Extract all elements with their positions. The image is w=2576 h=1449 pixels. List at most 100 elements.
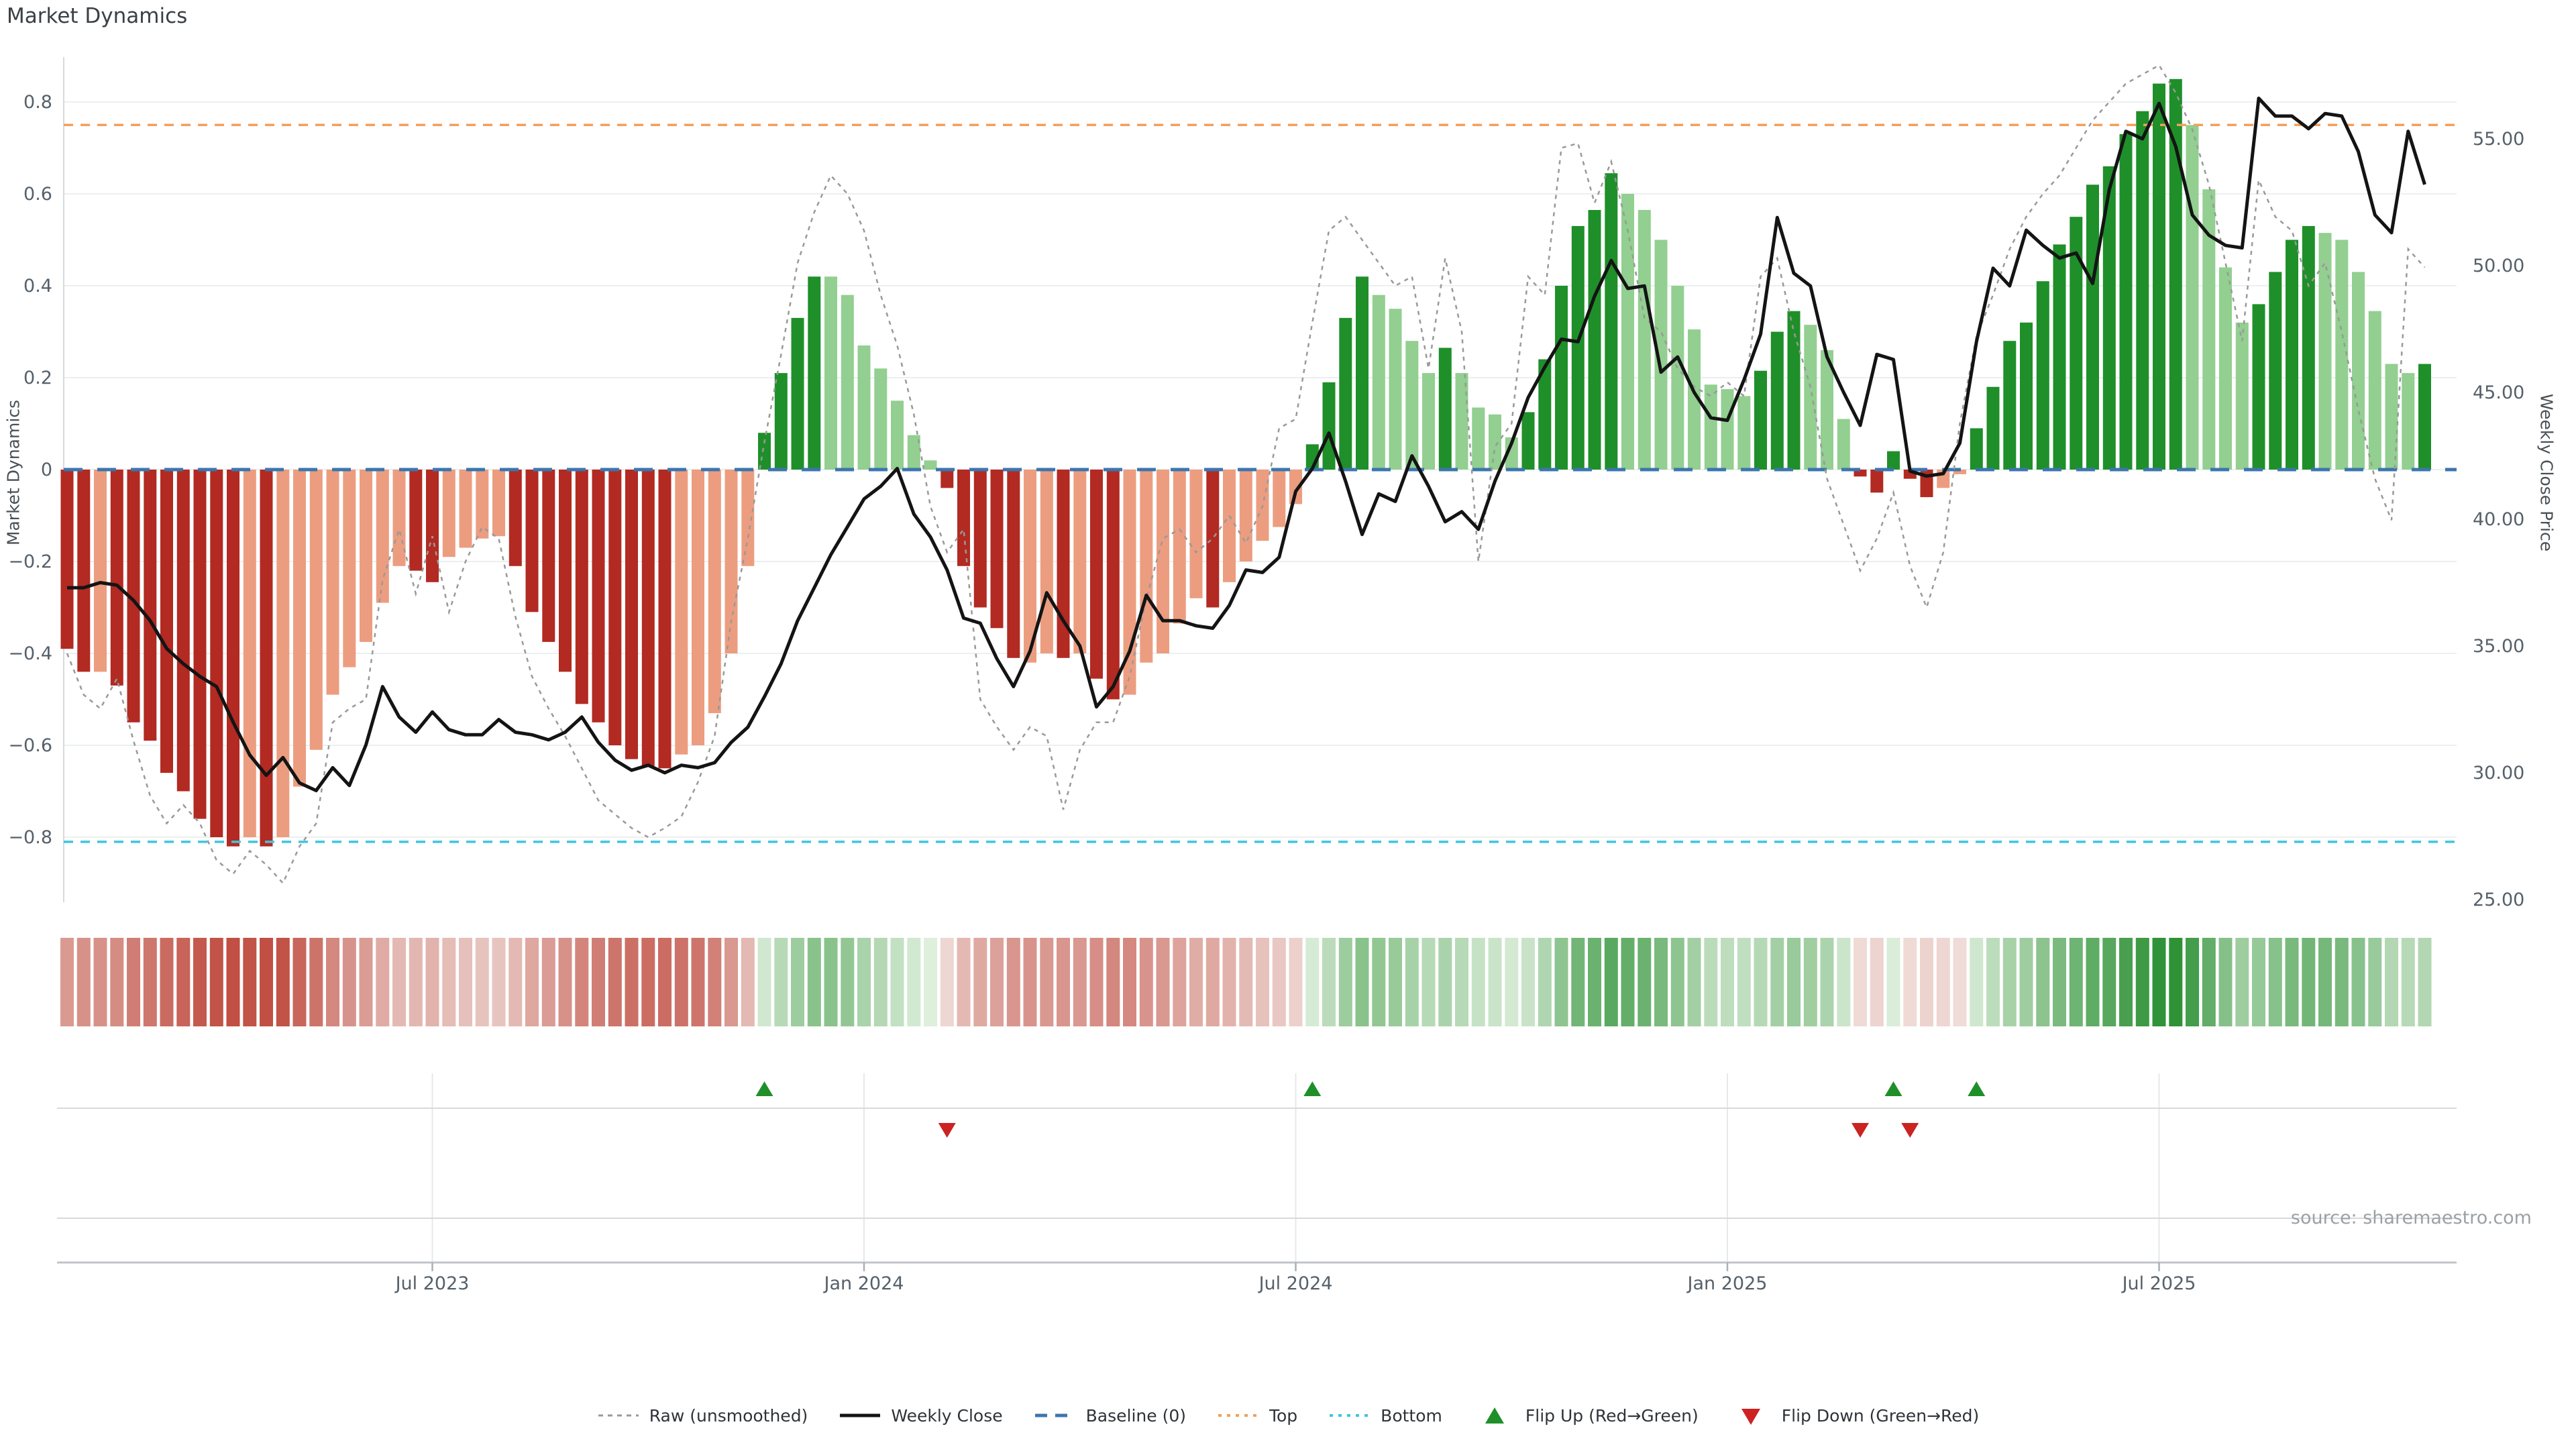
oscillator-bar <box>2286 239 2298 470</box>
heatmap-cell <box>1704 938 1718 1026</box>
oscillator-bar <box>1223 470 1236 582</box>
oscillator-bar <box>176 470 190 792</box>
heatmap-cell <box>873 938 888 1026</box>
heatmap-cell <box>176 938 191 1026</box>
heatmap-cell <box>1803 938 1817 1026</box>
heatmap-cell <box>127 938 140 1026</box>
heatmap-cell <box>1239 938 1253 1026</box>
heatmap-cell <box>359 938 373 1026</box>
heatmap-cell <box>2252 938 2265 1026</box>
oscillator-bar <box>243 470 256 837</box>
oscillator-bar <box>1821 350 1833 470</box>
right-tick-label: 30.00 <box>2473 763 2524 784</box>
oscillator-bar <box>1737 396 1751 470</box>
oscillator-bar <box>559 470 572 672</box>
oscillator-bar <box>360 470 372 642</box>
heatmap-cell <box>1521 938 1535 1026</box>
heatmap-cell <box>260 938 273 1026</box>
heatmap-cell <box>2119 938 2133 1026</box>
heatmap-cell <box>442 938 456 1026</box>
oscillator-bar <box>1854 470 1867 477</box>
heatmap-cell <box>641 938 655 1026</box>
heatmap-cell <box>76 938 91 1026</box>
oscillator-bar <box>2003 341 2017 470</box>
heatmap-cell <box>2069 938 2083 1026</box>
heatmap-cell <box>907 938 921 1026</box>
heatmap-cell <box>674 938 688 1026</box>
x-tick-label: Jul 2025 <box>2121 1273 2196 1294</box>
heatmap-cell <box>1305 938 1320 1026</box>
oscillator-bar <box>77 470 91 672</box>
right-tick-label: 35.00 <box>2473 636 2524 657</box>
oscillator-bar <box>2252 304 2265 470</box>
oscillator-bar <box>1140 470 1153 663</box>
oscillator-bar <box>525 470 539 612</box>
oscillator-bar <box>2169 78 2182 470</box>
oscillator-bar <box>724 470 738 653</box>
oscillator-bar <box>874 368 888 470</box>
x-tick-label: Jan 2025 <box>1686 1273 1768 1294</box>
left-tick-label: 0 <box>41 460 52 480</box>
oscillator-bar <box>841 294 854 470</box>
oscillator-bar <box>227 470 239 847</box>
oscillator-bar <box>2202 189 2216 470</box>
oscillator-bar <box>2186 125 2199 470</box>
heatmap-cell <box>990 938 1004 1026</box>
oscillator-bar <box>1389 309 1402 470</box>
heatmap-cell <box>691 938 705 1026</box>
oscillator-bar <box>409 470 423 571</box>
oscillator-bar <box>1438 347 1452 470</box>
heatmap-cell <box>475 938 489 1026</box>
heatmap-cell <box>160 938 174 1026</box>
oscillator-bar <box>1073 470 1087 653</box>
oscillator-bar <box>2119 133 2133 470</box>
oscillator-bar <box>1688 329 1701 470</box>
heatmap-cell <box>841 938 855 1026</box>
heatmap-cell <box>2036 938 2050 1026</box>
oscillator-bar <box>1422 373 1435 470</box>
oscillator-bar <box>1339 317 1352 470</box>
heatmap-cell <box>2053 938 2066 1026</box>
heatmap-cell <box>1272 938 1286 1026</box>
flip-down-marker <box>938 1123 956 1138</box>
oscillator-bar <box>2302 225 2315 470</box>
heatmap-cell <box>392 938 406 1026</box>
oscillator-bar <box>758 433 771 470</box>
right-tick-label: 25.00 <box>2473 890 2524 910</box>
heatmap-cell <box>508 938 523 1026</box>
heatmap-cell <box>824 938 838 1026</box>
oscillator-bar <box>1173 470 1186 624</box>
oscillator-bar <box>1588 210 1601 470</box>
heatmap-cell <box>2318 938 2332 1026</box>
oscillator-bar <box>1289 470 1302 504</box>
heatmap-cell <box>1670 938 1684 1026</box>
oscillator-bar <box>741 470 755 566</box>
oscillator-bar <box>990 470 1004 629</box>
legend-item-label: Baseline (0) <box>1085 1405 1186 1426</box>
legend-item: Raw (unsmoothed) <box>597 1405 808 1426</box>
oscillator-bar <box>1239 470 1252 561</box>
oscillator-bar <box>1206 470 1220 608</box>
x-tick-label: Jul 2023 <box>394 1273 470 1294</box>
oscillator-bar <box>1090 470 1103 679</box>
heatmap-cell <box>1405 938 1419 1026</box>
oscillator-bar <box>1489 414 1501 470</box>
heatmap-cell <box>1638 938 1652 1026</box>
x-tick-label: Jan 2024 <box>823 1273 904 1294</box>
heatmap-cell <box>492 938 506 1026</box>
oscillator-bar <box>309 470 323 750</box>
heatmap-cell <box>342 938 356 1026</box>
heatmap-cell <box>2152 938 2166 1026</box>
heatmap-cell <box>2135 938 2149 1026</box>
flip-up-legend-icon <box>1485 1407 1504 1424</box>
heatmap-cell <box>592 938 605 1026</box>
oscillator-bar <box>1970 428 1983 470</box>
legend-item: Baseline (0) <box>1034 1405 1186 1426</box>
oscillator-bar <box>260 470 273 847</box>
heatmap-cell <box>1654 938 1668 1026</box>
heatmap-cell <box>857 938 871 1026</box>
heatmap-cell <box>1820 938 1834 1026</box>
source-note: source: sharemaestro.com <box>2290 1208 2532 1228</box>
heatmap-cell <box>1455 938 1468 1026</box>
oscillator-bar <box>808 276 821 470</box>
